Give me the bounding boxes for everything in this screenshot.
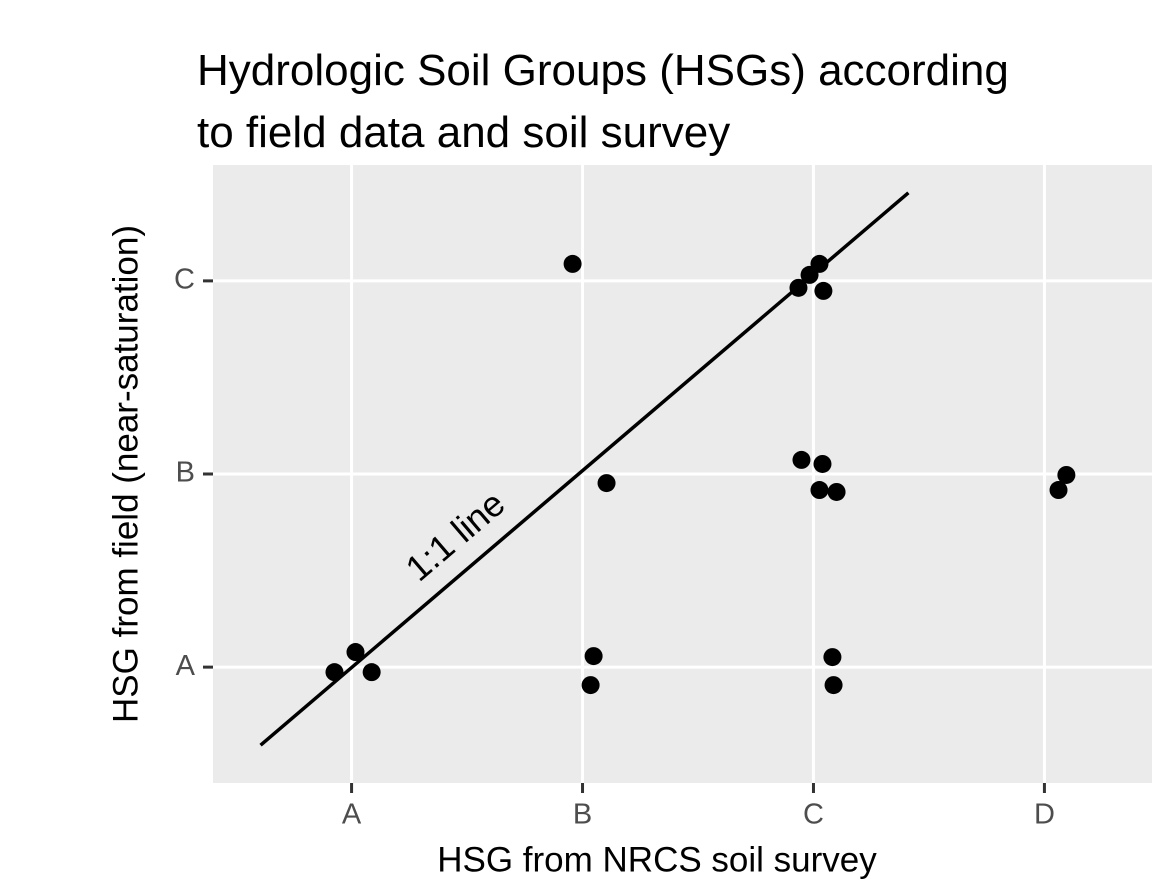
y-tick-label: C xyxy=(174,264,195,296)
chart-title: to field data and soil survey xyxy=(197,108,730,157)
point xyxy=(813,454,832,473)
x-axis-title: HSG from NRCS soil survey xyxy=(437,840,877,879)
x-tick-label: D xyxy=(1034,799,1055,831)
y-tick-label: B xyxy=(176,457,195,489)
point xyxy=(827,482,846,501)
point xyxy=(1049,481,1068,500)
point xyxy=(584,647,603,666)
point xyxy=(810,481,829,500)
point xyxy=(346,643,365,662)
point xyxy=(325,663,344,682)
y-tick-label: A xyxy=(176,650,196,682)
point xyxy=(789,278,808,297)
x-tick-label: B xyxy=(573,799,592,831)
point xyxy=(792,450,811,469)
point xyxy=(810,254,829,273)
point xyxy=(824,676,843,695)
chart-title: Hydrologic Soil Groups (HSGs) according xyxy=(197,46,1009,95)
x-tick-label: C xyxy=(803,799,824,831)
point xyxy=(563,254,582,273)
point xyxy=(362,663,381,682)
y-axis-title: HSG from field (near-saturation) xyxy=(106,225,145,723)
point xyxy=(814,281,833,300)
point xyxy=(1057,465,1076,484)
x-tick-label: A xyxy=(342,799,362,831)
point xyxy=(597,474,616,493)
point xyxy=(581,676,600,695)
point xyxy=(823,648,842,667)
